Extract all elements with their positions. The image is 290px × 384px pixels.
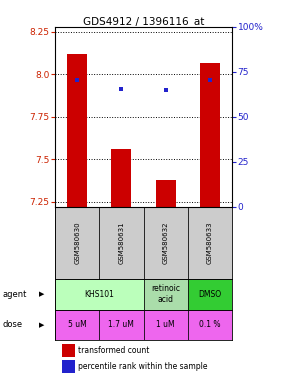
Bar <box>55 310 99 340</box>
Bar <box>144 310 188 340</box>
Bar <box>55 279 144 310</box>
Text: KHS101: KHS101 <box>84 290 114 299</box>
Bar <box>188 279 232 310</box>
Text: agent: agent <box>3 290 27 299</box>
Title: GDS4912 / 1396116_at: GDS4912 / 1396116_at <box>83 16 204 27</box>
Bar <box>62 344 75 356</box>
Bar <box>156 180 176 207</box>
Bar <box>99 310 144 340</box>
Text: ▶: ▶ <box>39 291 45 297</box>
Text: ▶: ▶ <box>39 322 45 328</box>
Text: DMSO: DMSO <box>198 290 222 299</box>
Bar <box>144 207 188 279</box>
Text: GSM580630: GSM580630 <box>74 222 80 264</box>
Text: transformed count: transformed count <box>78 346 149 355</box>
Text: GSM580633: GSM580633 <box>207 222 213 264</box>
Text: 1.7 uM: 1.7 uM <box>108 320 134 329</box>
Text: GSM580632: GSM580632 <box>163 222 169 264</box>
Bar <box>144 279 188 310</box>
Bar <box>188 207 232 279</box>
Bar <box>188 310 232 340</box>
Bar <box>55 207 99 279</box>
Bar <box>67 54 87 207</box>
Text: 0.1 %: 0.1 % <box>199 320 221 329</box>
Text: 5 uM: 5 uM <box>68 320 87 329</box>
Text: dose: dose <box>3 320 23 329</box>
Bar <box>111 149 131 207</box>
Text: GSM580631: GSM580631 <box>118 222 124 264</box>
Text: retinoic
acid: retinoic acid <box>151 285 180 304</box>
Text: percentile rank within the sample: percentile rank within the sample <box>78 362 208 371</box>
Bar <box>200 63 220 207</box>
Text: 1 uM: 1 uM <box>156 320 175 329</box>
Bar <box>62 360 75 373</box>
Bar <box>99 207 144 279</box>
